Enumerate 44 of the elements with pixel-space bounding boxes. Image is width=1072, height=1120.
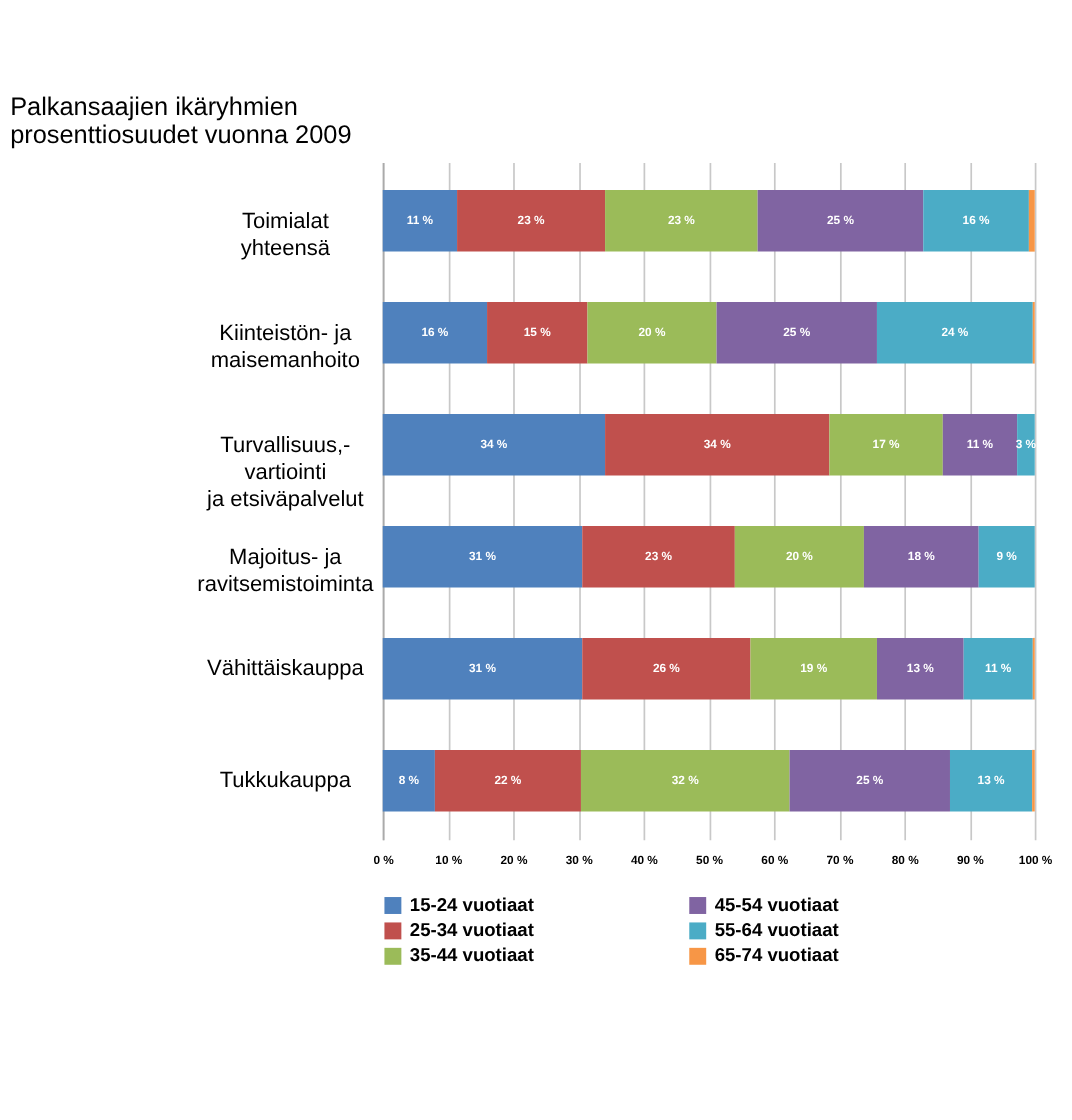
bar <box>382 525 583 588</box>
bar <box>382 190 458 252</box>
y-tick-label: Majoitus- ja ravitsemistoiminta <box>197 545 376 597</box>
bar <box>789 749 950 812</box>
text: Palkansaajien ikäryhmien prosenttiosuudet vuonna 2009 <box>10 92 352 150</box>
bar <box>863 525 979 588</box>
legend-label: 65-74 vuotiaat <box>714 945 839 966</box>
bar <box>587 302 717 364</box>
y-tick-label: Tukkukauppa <box>219 769 353 794</box>
bar <box>582 637 751 700</box>
y-tick-label: Turvallisuus,- vartiointi ja etsiväpalvelut <box>205 433 364 512</box>
bar <box>382 749 435 812</box>
bar <box>757 190 924 252</box>
bar <box>963 637 1033 700</box>
bar <box>734 525 864 588</box>
bar <box>1028 190 1035 252</box>
y-tick-label: Toimialat yhteensä <box>240 209 332 261</box>
bar <box>582 525 735 588</box>
legend-label: 45-54 vuotiaat <box>714 894 839 915</box>
bar <box>923 190 1029 252</box>
bar <box>876 302 1033 364</box>
bar <box>382 413 606 476</box>
bar <box>382 637 583 700</box>
bar <box>382 302 488 364</box>
bar <box>1017 413 1035 476</box>
bar <box>605 190 758 252</box>
legend-label: 55-64 vuotiaat <box>714 919 839 940</box>
bar <box>876 637 964 700</box>
bar <box>457 190 606 252</box>
bar <box>605 413 830 476</box>
bar <box>716 302 877 364</box>
bar <box>434 749 581 812</box>
legend-label: 35-44 vuotiaat <box>409 945 534 966</box>
legend-label: 25-34 vuotiaat <box>409 919 534 940</box>
bar <box>580 749 790 812</box>
bar <box>487 302 588 364</box>
bar <box>829 413 943 476</box>
bar <box>949 749 1033 812</box>
y-tick-label: Kiinteistön- ja maisemanhoito <box>210 321 360 373</box>
bar <box>750 637 877 700</box>
bar <box>978 525 1035 588</box>
y-tick-label: Vähittäiskauppa <box>207 657 366 682</box>
bar <box>942 413 1018 476</box>
legend-label: 15-24 vuotiaat <box>409 894 534 915</box>
